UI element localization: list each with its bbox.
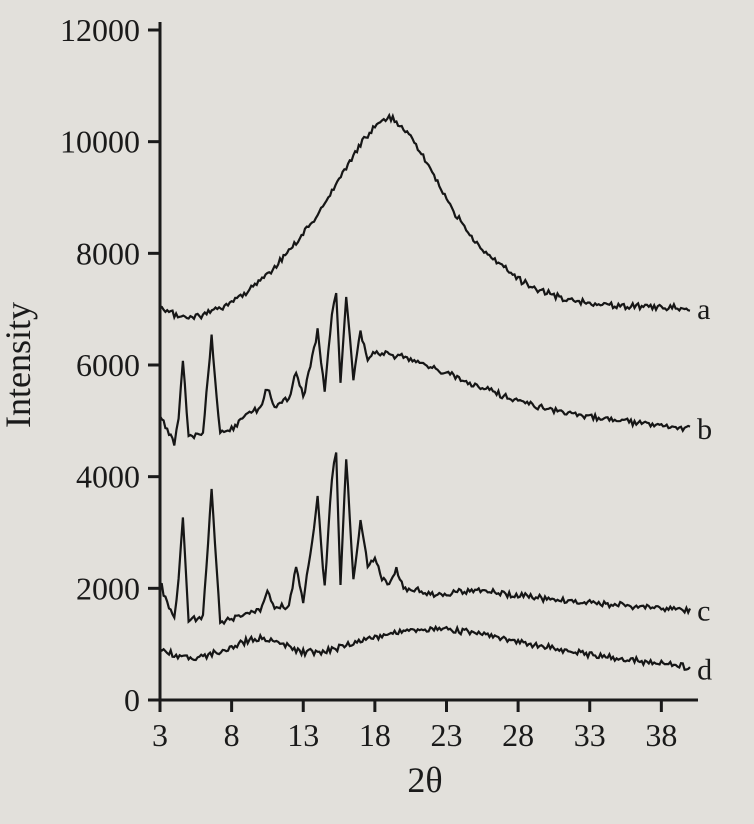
x-axis-label: 2θ (407, 760, 442, 800)
y-tick-label: 8000 (76, 235, 140, 271)
x-tick-label: 13 (287, 717, 319, 753)
y-tick-label: 6000 (76, 347, 140, 383)
series-label-d: d (697, 653, 712, 686)
xrd-chart: abcd020004000600080001000012000381318232… (0, 0, 754, 824)
series-label-a: a (697, 293, 710, 326)
y-tick-label: 0 (124, 682, 140, 718)
x-tick-label: 23 (430, 717, 462, 753)
y-axis-label: Intensity (0, 302, 38, 428)
x-tick-label: 8 (224, 717, 240, 753)
y-tick-label: 10000 (60, 124, 140, 160)
y-tick-label: 12000 (60, 12, 140, 48)
series-label-c: c (697, 595, 710, 628)
series-label-b: b (697, 413, 712, 446)
x-tick-label: 33 (574, 717, 606, 753)
x-tick-label: 28 (502, 717, 534, 753)
y-tick-label: 4000 (76, 459, 140, 495)
y-tick-label: 2000 (76, 570, 140, 606)
x-tick-label: 18 (359, 717, 391, 753)
x-tick-label: 38 (645, 717, 677, 753)
x-tick-label: 3 (152, 717, 168, 753)
